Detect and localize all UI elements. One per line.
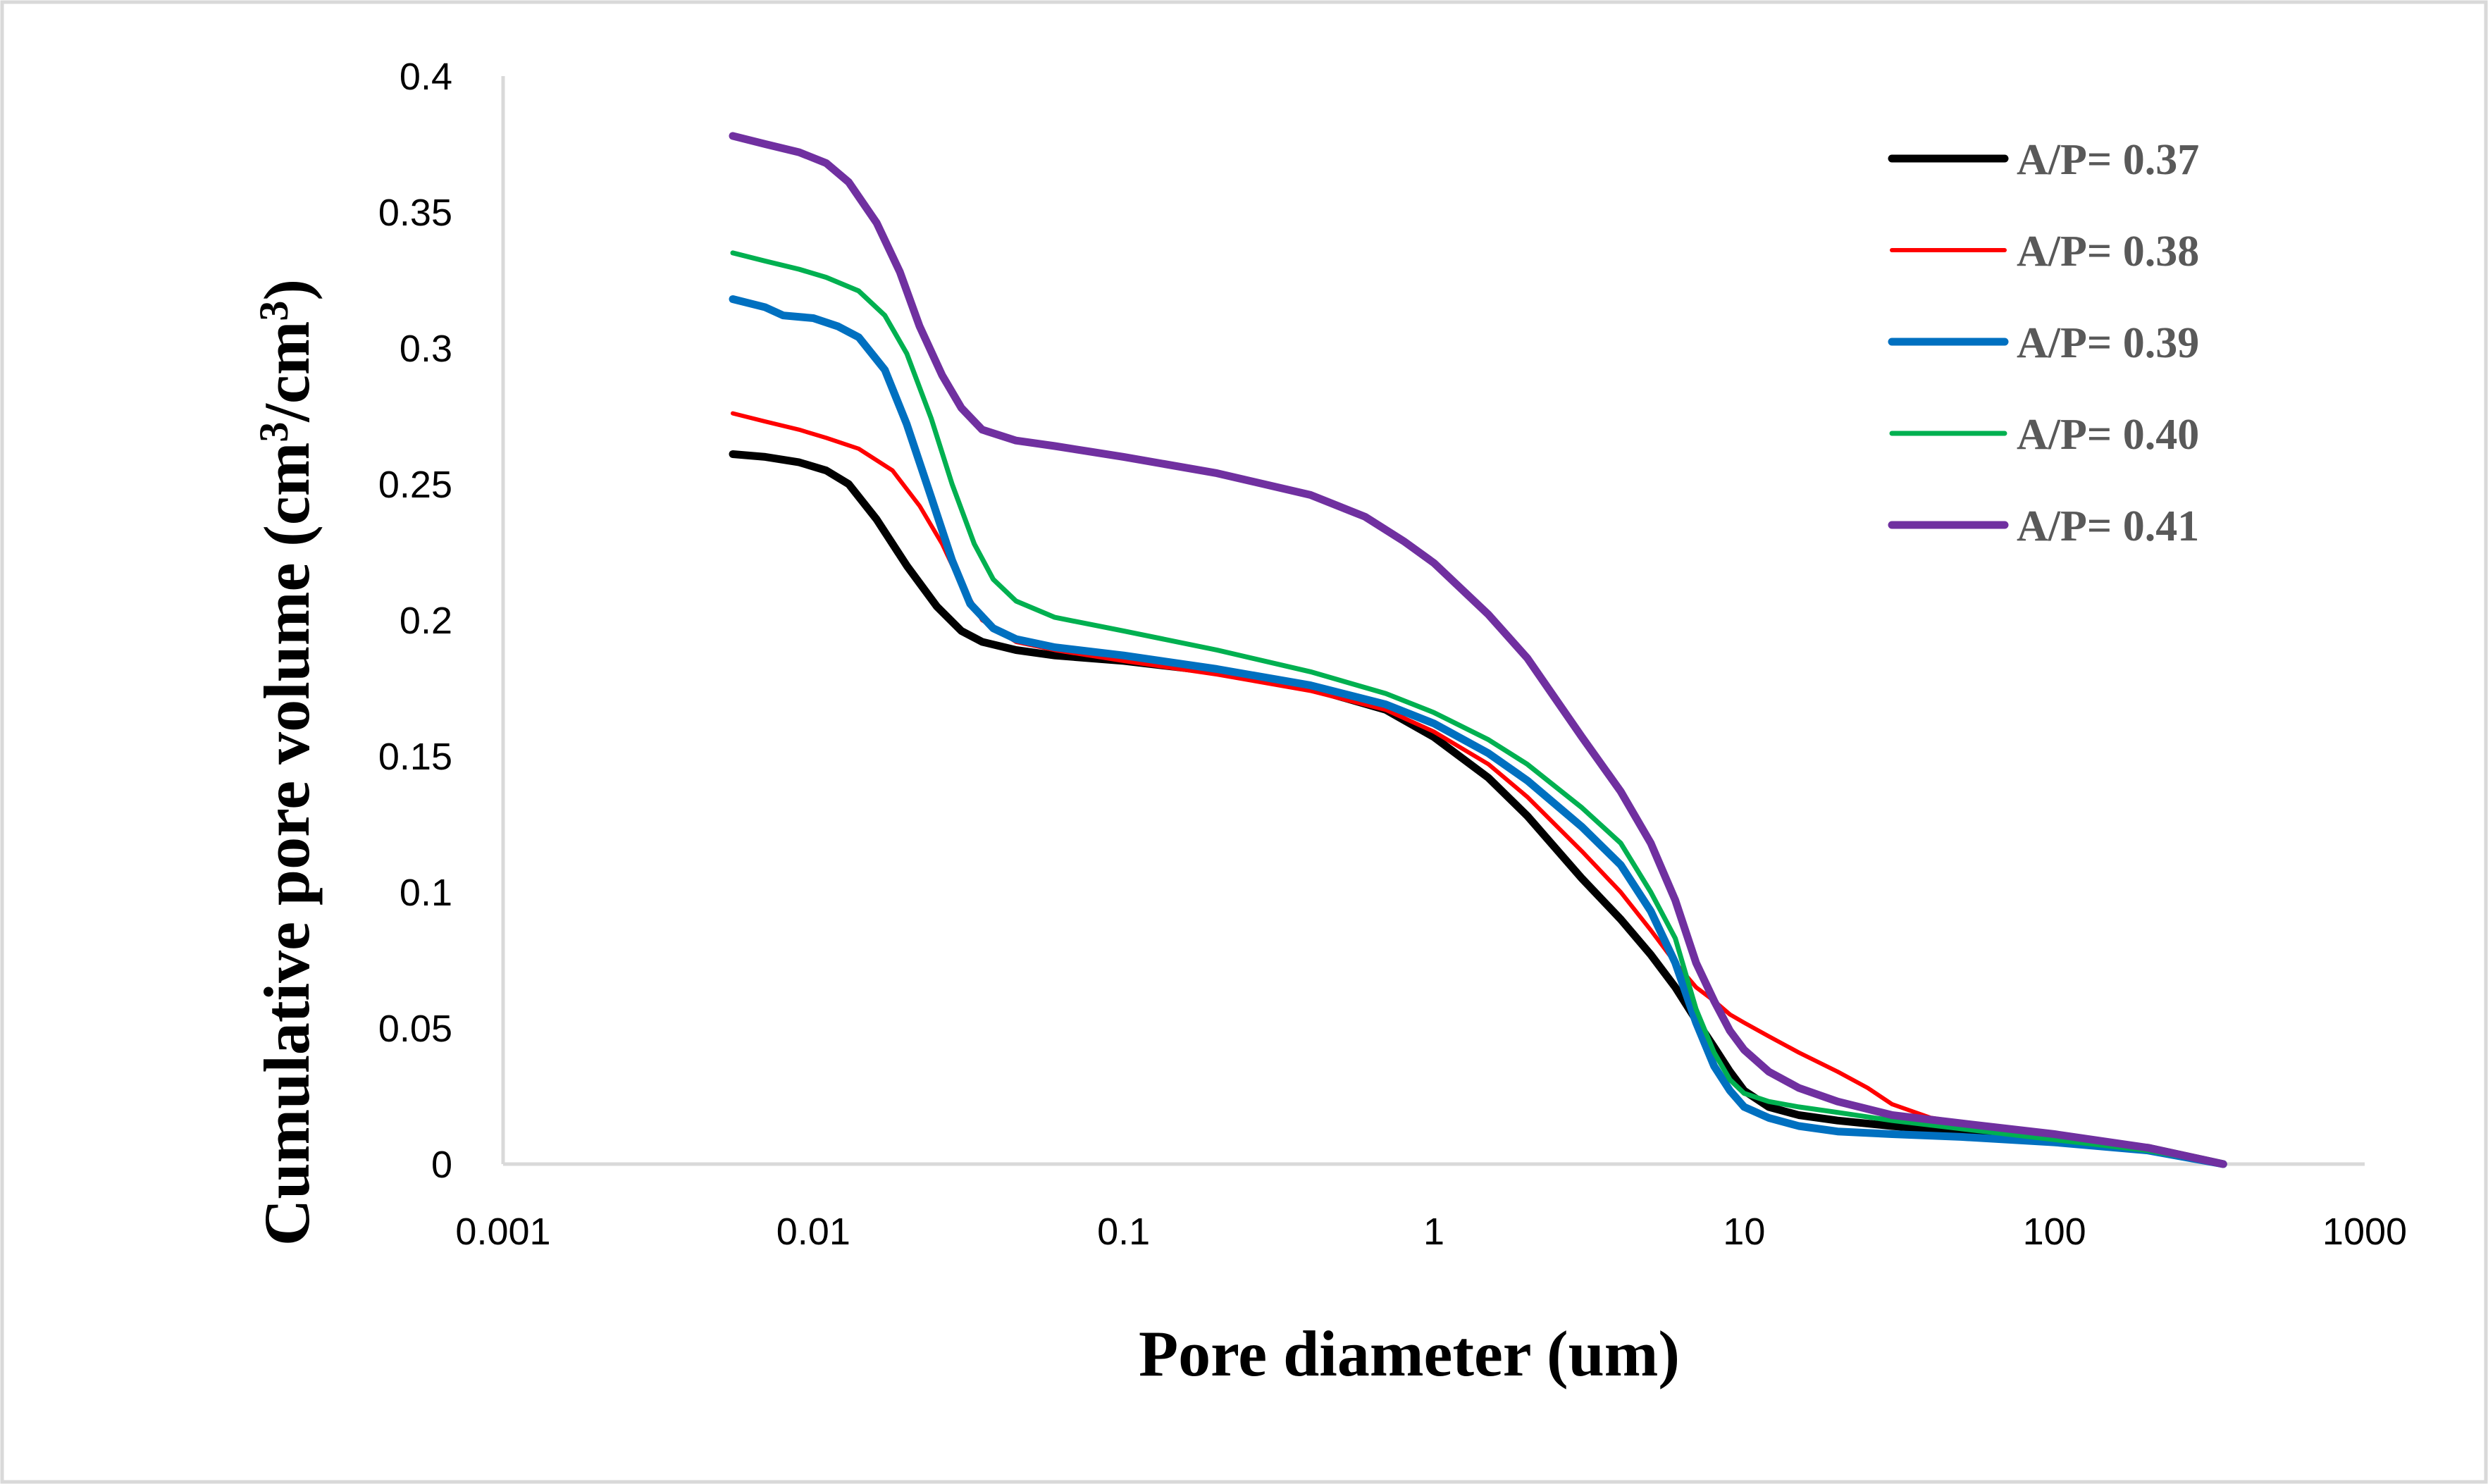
y-axis-title: Cumulative pore volume (cm3/cm3) (251, 279, 323, 1246)
x-tick-label: 1000 (2322, 1211, 2407, 1253)
y-tick-labels: 0 0.05 0.1 0.15 0.2 0.25 0.3 0.35 0.4 (378, 56, 452, 1186)
x-tick-label: 10 (1723, 1211, 1765, 1253)
x-tick-label: 100 (2023, 1211, 2086, 1253)
y-tick-label: 0.2 (400, 600, 452, 642)
legend-label: A/P= 0.37 (2017, 136, 2199, 184)
x-tick-labels: 0.001 0.01 0.1 1 10 100 1000 (455, 1211, 2407, 1253)
y-axis-title-part-b: /cm (251, 321, 323, 423)
y-axis-title-part-a: Cumulative pore volume (cm (251, 443, 323, 1246)
legend-label: A/P= 0.39 (2017, 319, 2199, 367)
series-line (730, 250, 2226, 1167)
x-axis-title: Pore diameter (um) (1139, 1318, 1680, 1390)
series-line (731, 411, 2226, 1166)
y-tick-label: 0.4 (400, 56, 452, 98)
y-tick-label: 0.35 (378, 192, 452, 234)
legend-label: A/P= 0.38 (2017, 228, 2199, 276)
legend: A/P= 0.37 A/P= 0.38 A/P= 0.39 A/P= 0.40 A/P=… (1888, 136, 2199, 550)
y-axis-title-part-c: ) (251, 279, 323, 301)
x-tick-label: 0.001 (455, 1211, 550, 1253)
series-line (729, 450, 2227, 1168)
y-tick-label: 0.05 (378, 1008, 452, 1050)
series-layer (729, 132, 2227, 1168)
x-tick-label: 0.01 (776, 1211, 850, 1253)
series-line (729, 295, 2227, 1168)
series-line (729, 132, 2227, 1168)
y-axis-title-sup-1: 3 (251, 422, 297, 443)
x-tick-label: 1 (1423, 1211, 1444, 1253)
x-tick-label: 0.1 (1097, 1211, 1150, 1253)
y-tick-label: 0.15 (378, 736, 452, 778)
y-tick-label: 0 (431, 1144, 452, 1186)
y-tick-label: 0.1 (400, 872, 452, 914)
legend-label: A/P= 0.40 (2017, 411, 2199, 459)
legend-label: A/P= 0.41 (2017, 502, 2199, 550)
y-tick-label: 0.3 (400, 328, 452, 370)
y-axis-title-sup-2: 3 (251, 301, 297, 321)
y-tick-label: 0.25 (378, 464, 452, 506)
